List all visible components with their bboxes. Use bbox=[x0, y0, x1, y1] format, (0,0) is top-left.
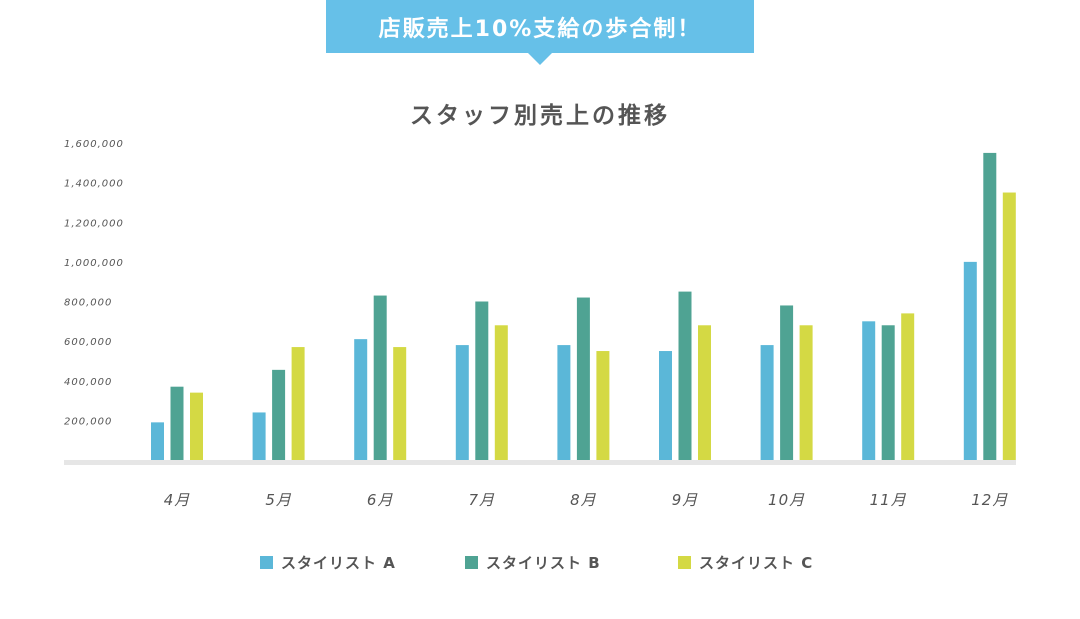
bar-3-12月 bbox=[1002, 192, 1016, 460]
promo-banner-pointer bbox=[528, 53, 552, 65]
bar-1-11月 bbox=[862, 321, 876, 460]
legend-swatch bbox=[260, 555, 273, 569]
x-tick-label: 9月 bbox=[672, 491, 699, 509]
bar-2-6月 bbox=[373, 295, 387, 460]
bar-3-6月 bbox=[393, 347, 407, 460]
y-tick-label: 800,000 bbox=[64, 298, 112, 309]
promo-banner: 店販売上10%支給の歩合制！ bbox=[326, 0, 754, 53]
bar-3-7月 bbox=[494, 325, 508, 460]
bar-2-4月 bbox=[170, 386, 184, 460]
y-tick-label: 200,000 bbox=[64, 416, 112, 427]
y-tick-label: 1,000,000 bbox=[64, 258, 124, 269]
chart-legend: スタイリスト A スタイリスト B スタイリスト C bbox=[0, 550, 1080, 574]
x-tick-label: 11月 bbox=[870, 491, 907, 509]
bar-3-8月 bbox=[596, 351, 610, 460]
legend-item: スタイリスト A bbox=[260, 550, 396, 574]
x-axis-baseline bbox=[64, 460, 1016, 465]
x-tick-label: 7月 bbox=[469, 491, 496, 509]
bar-1-8月 bbox=[557, 345, 571, 460]
bar-2-7月 bbox=[475, 301, 489, 460]
legend-swatch bbox=[678, 555, 691, 569]
bar-2-5月 bbox=[272, 369, 286, 460]
legend-swatch bbox=[465, 555, 478, 569]
y-tick-label: 1,600,000 bbox=[64, 139, 124, 150]
bar-3-11月 bbox=[901, 313, 915, 460]
bar-1-10月 bbox=[760, 345, 774, 460]
bar-1-12月 bbox=[963, 261, 977, 460]
legend-label: スタイリスト A bbox=[281, 553, 396, 572]
bar-1-6月 bbox=[354, 339, 368, 460]
legend-item: スタイリスト B bbox=[465, 550, 601, 574]
bar-3-4月 bbox=[190, 392, 203, 460]
y-tick-label: 400,000 bbox=[64, 377, 112, 388]
bar-3-5月 bbox=[291, 347, 305, 460]
bar-1-5月 bbox=[252, 412, 266, 460]
legend-item: スタイリスト C bbox=[678, 550, 813, 574]
legend-label: スタイリスト C bbox=[699, 553, 814, 572]
x-tick-label: 8月 bbox=[570, 491, 597, 509]
legend-label: スタイリスト B bbox=[486, 553, 601, 572]
y-tick-label: 1,200,000 bbox=[64, 218, 124, 229]
bar-3-9月 bbox=[698, 325, 711, 460]
bar-1-4月 bbox=[151, 422, 164, 460]
bar-3-10月 bbox=[799, 325, 813, 460]
bar-1-9月 bbox=[659, 351, 672, 460]
bar-chart: 200,000 400,000 600,000 800,000 1,000,000 1,2… bbox=[64, 139, 1016, 509]
y-tick-label: 600,000 bbox=[64, 337, 112, 348]
x-tick-label: 5月 bbox=[265, 491, 292, 509]
chart-title: スタッフ別売上の推移 bbox=[410, 103, 670, 129]
bar-2-11月 bbox=[881, 325, 895, 460]
promo-banner-text: 店販売上10%支給の歩合制！ bbox=[378, 16, 702, 42]
x-tick-label: 12月 bbox=[971, 491, 1008, 509]
x-tick-label: 10月 bbox=[768, 491, 805, 509]
bar-1-7月 bbox=[455, 345, 469, 460]
x-tick-label: 6月 bbox=[367, 491, 394, 509]
bar-2-8月 bbox=[576, 297, 590, 460]
bar-2-10月 bbox=[780, 305, 794, 460]
x-tick-label: 4月 bbox=[164, 491, 191, 509]
bar-2-12月 bbox=[983, 152, 997, 460]
bar-2-9月 bbox=[678, 291, 692, 460]
y-tick-label: 1,400,000 bbox=[64, 179, 124, 190]
